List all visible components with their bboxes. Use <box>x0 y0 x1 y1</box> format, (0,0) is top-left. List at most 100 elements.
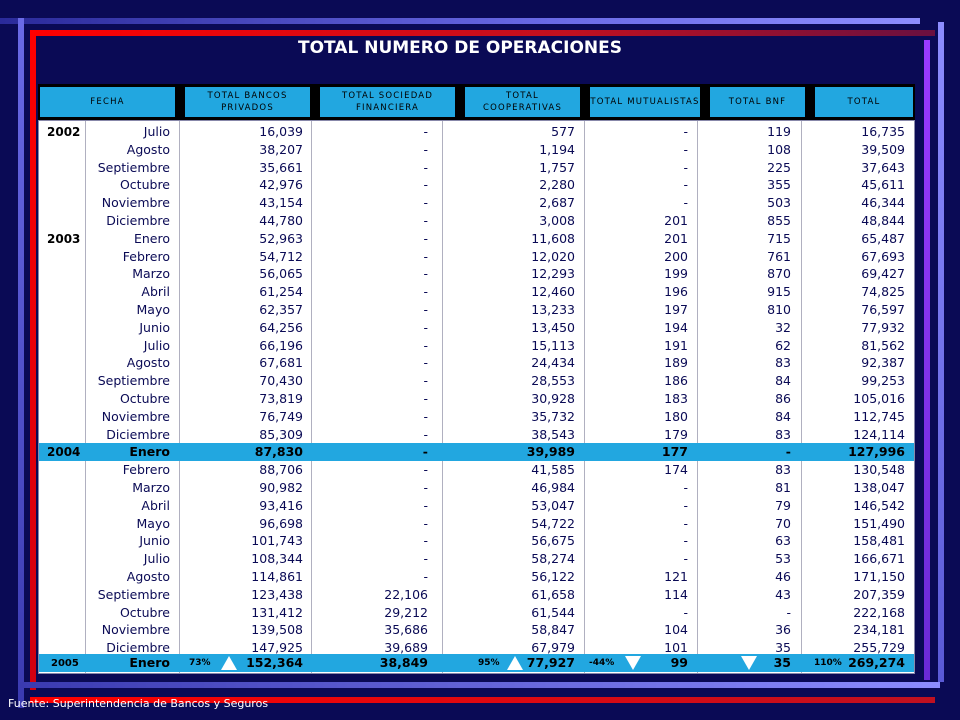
table-row: Abril 93,416 - 53,047 - 79 146,542 <box>39 497 914 515</box>
mutual-cell: 183 <box>664 391 688 406</box>
table-row: Septiembre 35,661 - 1,757 - 225 37,643 <box>39 159 914 177</box>
mutual-cell: 191 <box>664 337 688 353</box>
bnf-cell: 83 <box>775 355 791 371</box>
operations-table: FECHA TOTAL BANCOS PRIVADOS TOTAL SOCIED… <box>38 84 915 674</box>
column-divider <box>697 121 698 673</box>
mutual-cell: - <box>683 141 688 157</box>
coop-cell: 56,122 <box>531 569 575 584</box>
month-cell: Junio <box>139 533 170 549</box>
sociedad-cell: - <box>423 391 428 406</box>
month-cell: Julio <box>143 551 170 567</box>
sociedad-cell: - <box>423 213 428 228</box>
bnf-cell: 915 <box>767 284 791 300</box>
total-cell: 166,671 <box>853 551 905 567</box>
mutual-cell: 196 <box>664 284 688 300</box>
coop-cell: 58,847 <box>531 622 575 638</box>
mutual-cell: 104 <box>664 622 688 638</box>
bnf-cell: 108 <box>767 141 791 157</box>
coop-cell: 2,280 <box>539 177 575 193</box>
mutual-cell: - <box>683 159 688 175</box>
coop-cell: 2,687 <box>539 195 575 211</box>
coop-cell: 41,585 <box>531 462 575 478</box>
bnf-cell: 870 <box>767 266 791 282</box>
sociedad-cell: - <box>423 159 428 175</box>
sociedad-cell: - <box>423 284 428 300</box>
frame-bottom-red-bar <box>30 697 935 703</box>
bnf-cell: 715 <box>767 230 791 246</box>
month-cell: Agosto <box>126 141 170 157</box>
coop-cell: 3,008 <box>539 213 575 228</box>
mutual-cell: 174 <box>664 462 688 478</box>
bnf-cell: 855 <box>767 213 791 228</box>
total-cell: 112,745 <box>853 408 905 424</box>
mutual-cell: - <box>683 195 688 211</box>
total-cell: 67,693 <box>861 248 905 264</box>
bancos-cell: 85,309 <box>259 426 303 442</box>
month-cell: Noviembre <box>101 195 170 211</box>
table-row: Octubre 42,976 - 2,280 - 355 45,611 <box>39 176 914 194</box>
sociedad-cell: 35,686 <box>384 622 428 638</box>
table-row: Octubre 131,412 29,212 61,544 - - 222,168 <box>39 604 914 622</box>
column-divider <box>311 121 312 673</box>
frame-left-red-bar <box>30 30 36 690</box>
bancos-cell: 88,706 <box>259 462 303 478</box>
table-row: Noviembre 139,508 35,686 58,847 104 36 234,181 <box>39 621 914 639</box>
source-note: Fuente: Superintendencia de Bancos y Seg… <box>8 697 269 710</box>
mutual-cell: 114 <box>664 586 688 602</box>
sociedad-cell: - <box>423 426 428 442</box>
table-row: Septiembre 70,430 - 28,553 186 84 99,253 <box>39 372 914 390</box>
month-cell: Noviembre <box>101 408 170 424</box>
total-cell: 127,996 <box>848 444 905 460</box>
down-arrow-icon <box>625 656 641 670</box>
table-row: Febrero 54,712 - 12,020 200 761 67,693 <box>39 248 914 266</box>
bancos-cell: 76,749 <box>259 408 303 424</box>
mutual-cell: - <box>683 533 688 549</box>
bancos-cell: 66,196 <box>259 337 303 353</box>
coop-cell: 12,460 <box>531 284 575 300</box>
mutual-cell: - <box>683 177 688 193</box>
total-cell: 69,427 <box>861 266 905 282</box>
month-cell: Agosto <box>126 569 170 584</box>
pct-mutual: -44% <box>589 658 615 668</box>
up-arrow-icon <box>507 656 523 670</box>
table-row: Diciembre 147,925 39,689 67,979 101 35 255,729 <box>39 639 914 657</box>
column-divider <box>801 121 802 673</box>
sociedad-cell: - <box>423 124 428 139</box>
total-cell: 16,735 <box>861 124 905 139</box>
sociedad-cell: - <box>423 462 428 478</box>
table-row: Septiembre 123,438 22,106 61,658 114 43 207,35… <box>39 586 914 604</box>
bancos-cell: 123,438 <box>251 586 303 602</box>
sociedad-cell: - <box>423 248 428 264</box>
mutual-cell: 186 <box>664 373 688 389</box>
sociedad-cell: - <box>423 266 428 282</box>
frame-left-bar <box>18 18 24 708</box>
coop-cell: 24,434 <box>531 355 575 371</box>
coop-cell: 28,553 <box>531 373 575 389</box>
coop-cell: 1,757 <box>539 159 575 175</box>
sociedad-cell: 39,689 <box>384 640 428 656</box>
bnf-cell: 53 <box>775 551 791 567</box>
bnf-cell: 83 <box>775 426 791 442</box>
sociedad-cell: - <box>423 355 428 371</box>
bnf-cell: 119 <box>767 124 791 139</box>
sociedad-cell: 22,106 <box>384 586 428 602</box>
bancos-cell: 44,780 <box>259 213 303 228</box>
bnf-cell: 79 <box>775 497 791 513</box>
bancos-cell: 52,963 <box>259 230 303 246</box>
month-cell: Enero <box>129 655 170 670</box>
header-bancos: TOTAL BANCOS PRIVADOS <box>185 87 310 117</box>
month-cell: Mayo <box>136 302 171 317</box>
bnf-cell: 70 <box>775 515 791 531</box>
coop-cell: 1,194 <box>539 141 575 157</box>
coop-cell: 30,928 <box>531 391 575 406</box>
sociedad-cell: 38,849 <box>379 655 428 670</box>
total-cell: 76,597 <box>861 302 905 317</box>
total-cell: 222,168 <box>853 604 905 620</box>
table-row: Noviembre 43,154 - 2,687 - 503 46,344 <box>39 194 914 212</box>
bnf-cell: 84 <box>775 408 791 424</box>
mutual-cell: 194 <box>664 319 688 335</box>
frame-right-blue-bar <box>938 22 944 682</box>
coop-cell: 13,450 <box>531 319 575 335</box>
up-arrow-icon <box>221 656 237 670</box>
total-cell: 105,016 <box>853 391 905 406</box>
